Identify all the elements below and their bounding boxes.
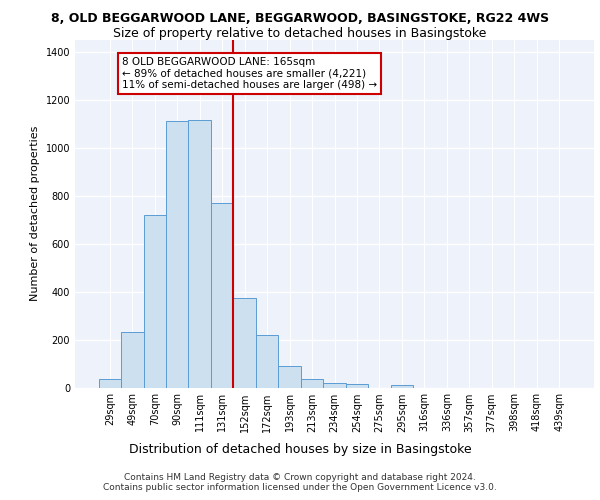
Text: 8, OLD BEGGARWOOD LANE, BEGGARWOOD, BASINGSTOKE, RG22 4WS: 8, OLD BEGGARWOOD LANE, BEGGARWOOD, BASI… (51, 12, 549, 26)
Bar (301, 379, 323, 388)
Bar (391, 385, 413, 388)
Bar (323, 382, 346, 388)
Bar (256, 335, 278, 388)
Bar (166, 122, 188, 388)
Bar (143, 215, 166, 388)
Text: Contains HM Land Registry data © Crown copyright and database right 2024.
Contai: Contains HM Land Registry data © Crown c… (103, 472, 497, 492)
Y-axis label: Number of detached properties: Number of detached properties (30, 126, 40, 302)
Text: 8 OLD BEGGARWOOD LANE: 165sqm
← 89% of detached houses are smaller (4,221)
11% o: 8 OLD BEGGARWOOD LANE: 165sqm ← 89% of d… (122, 57, 377, 90)
Bar (233, 298, 256, 388)
Bar (188, 120, 211, 388)
Bar (346, 384, 368, 388)
Bar (98, 379, 121, 388)
Bar (121, 332, 143, 388)
Bar (211, 203, 233, 388)
Bar (278, 366, 301, 388)
Text: Size of property relative to detached houses in Basingstoke: Size of property relative to detached ho… (113, 28, 487, 40)
Text: Distribution of detached houses by size in Basingstoke: Distribution of detached houses by size … (128, 442, 472, 456)
